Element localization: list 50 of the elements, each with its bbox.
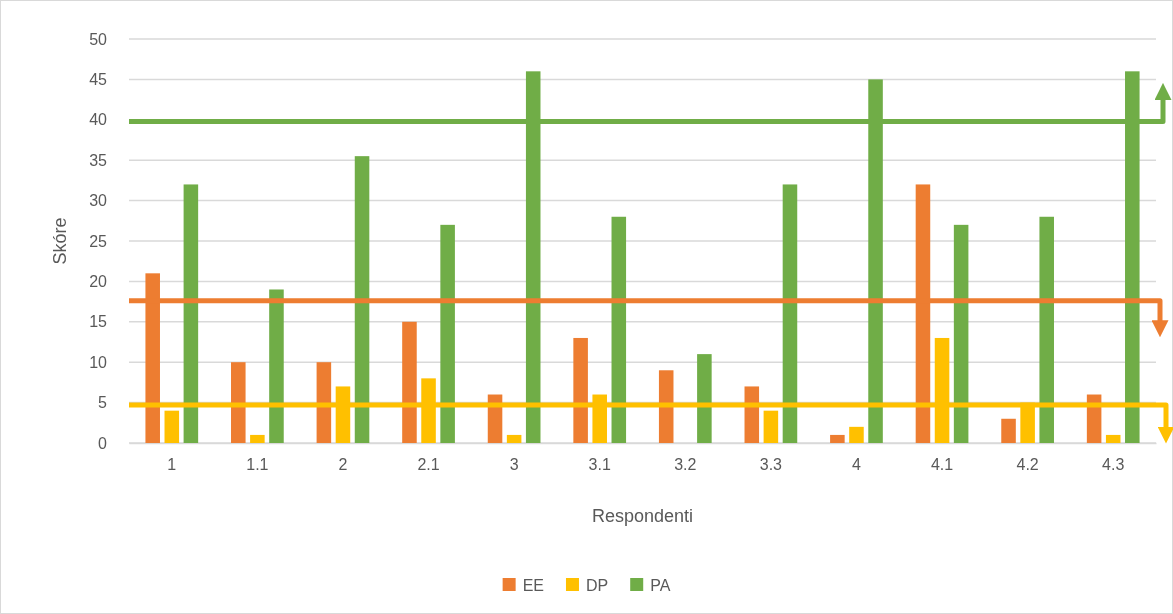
y-tick-label: 40: [89, 111, 108, 129]
bar: [782, 184, 798, 443]
bar: [250, 434, 265, 443]
y-tick-label: 45: [89, 71, 108, 89]
x-tick-label: 4.1: [930, 456, 954, 474]
bar: [697, 354, 712, 443]
bar: [440, 224, 455, 443]
bar: [953, 224, 969, 443]
bar: [506, 434, 522, 443]
legend-label: PA: [650, 577, 671, 594]
y-tick-label: 35: [89, 151, 108, 169]
x-tick-label: 3.2: [674, 456, 697, 474]
bar: [354, 156, 370, 443]
x-tick-label: 1.1: [246, 456, 269, 474]
bar: [1105, 434, 1121, 443]
y-tick-label: 25: [89, 232, 108, 250]
x-tick-label: 4: [852, 456, 862, 474]
bar: [231, 362, 246, 443]
bar: [573, 337, 588, 443]
bar: [658, 370, 674, 443]
y-tick-label: 10: [89, 353, 108, 371]
x-tick-label: 4.2: [1016, 456, 1039, 474]
bar: [1039, 216, 1054, 443]
bar: [830, 434, 845, 443]
x-tick-label: 3: [509, 456, 519, 474]
bar: [1001, 418, 1016, 443]
x-tick-label: 4.3: [1102, 456, 1125, 474]
bar: [849, 426, 864, 443]
bar: [269, 289, 284, 443]
legend-label: EE: [522, 577, 544, 594]
bar: [402, 321, 417, 443]
y-axis-title: Skóre: [50, 217, 70, 265]
x-tick-label: 2.1: [417, 456, 440, 474]
x-tick-label: 3.1: [588, 456, 611, 474]
x-tick-label: 3.3: [759, 456, 783, 474]
x-axis-title: Respondenti: [591, 506, 694, 526]
y-tick-label: 20: [89, 273, 108, 291]
bar: [316, 362, 332, 443]
y-tick-label: 50: [89, 30, 108, 48]
y-tick-label: 15: [89, 313, 108, 331]
bar: [763, 410, 779, 443]
y-tick-label: 0: [98, 434, 108, 452]
x-tick-label: 1: [167, 456, 177, 474]
y-tick-label: 30: [89, 192, 108, 210]
bar: [611, 216, 627, 443]
y-tick-label: 5: [98, 394, 108, 412]
bar: [164, 410, 180, 443]
x-tick-label: 2: [338, 456, 348, 474]
legend-label: DP: [585, 577, 609, 594]
bar: [183, 184, 199, 443]
